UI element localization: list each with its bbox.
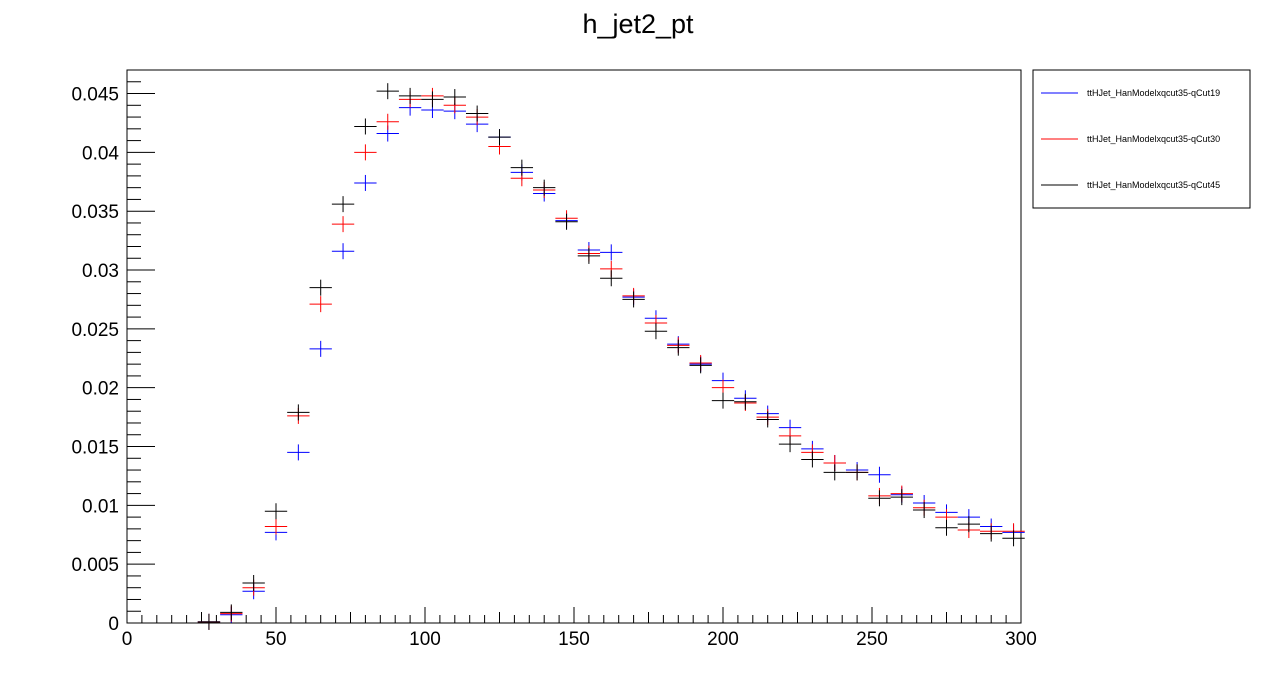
x-tick-label: 0 [122,629,133,650]
y-tick-label: 0.005 [71,555,119,576]
axes: 0 50 100 150 200 250 300 0 0.005 0.01 0.015 0.02 0.0… [71,69,1037,650]
data-point [756,411,779,428]
data-point [331,196,355,213]
data-point [510,159,534,176]
data-point [600,270,623,287]
data-point [555,213,578,230]
data-point [220,604,243,621]
data-point [465,105,489,122]
data-point [711,392,735,409]
data-point [197,613,221,630]
data-point [354,144,377,161]
y-tick-label: 0.045 [71,85,119,106]
data-point [845,464,869,481]
data-point [331,243,355,260]
y-tick-label: 0.035 [71,202,119,223]
data-point [443,89,466,106]
data-point [1002,530,1025,547]
y-tick-label: 0.015 [71,438,119,459]
data-point [890,489,913,506]
data-point [734,393,757,410]
data-point [421,91,444,108]
data-point [644,323,668,340]
data-point [309,296,332,313]
data-point [488,129,511,146]
x-tick-label: 50 [265,629,286,650]
data-point [980,525,1003,542]
data-point [287,404,310,421]
data-point [376,83,399,100]
data-point [331,216,355,233]
x-tick-label: 250 [856,629,888,650]
data-point [868,466,891,483]
data-point [957,516,981,533]
data-point [264,518,288,535]
series-3 [197,83,1025,630]
data-point [354,118,377,135]
data-point [376,113,399,130]
legend: ttHJet_HanModelxqcut35-qCut19 ttHJet_HanM… [1032,69,1251,209]
y-tick-label: 0 [108,614,119,635]
y-tick-label: 0.01 [82,496,119,517]
y-tick-label: 0.04 [82,143,119,164]
x-tick-label: 200 [707,629,739,650]
data-point [778,436,802,453]
series-layer [197,83,1025,630]
y-tick-label: 0.025 [71,320,119,341]
chart-title: h_jet2_pt [582,9,694,39]
data-point [689,357,712,374]
data-point [667,339,690,356]
data-point [868,490,891,507]
legend-label: ttHJet_HanModelxqcut35-qCut30 [1087,134,1220,144]
data-point [533,179,556,196]
data-point [309,340,332,357]
data-point [264,503,288,520]
x-tick-label: 100 [409,629,441,650]
y-tick-label: 0.03 [82,261,119,282]
data-point [242,574,265,591]
x-tick-label: 150 [558,629,590,650]
legend-label: ttHJet_HanModelxqcut35-qCut19 [1087,88,1220,98]
data-point [577,247,601,264]
data-point [935,519,958,536]
data-point [823,464,846,481]
data-point [309,279,332,296]
legend-label: ttHJet_HanModelxqcut35-qCut45 [1087,180,1220,190]
data-point [398,87,422,104]
data-point [600,244,623,261]
data-point [354,174,377,191]
data-point [801,451,824,468]
y-tick-label: 0.02 [82,379,119,400]
data-point [912,502,936,519]
x-tick-label: 300 [1005,629,1037,650]
data-point [622,291,645,308]
data-point [287,444,310,461]
